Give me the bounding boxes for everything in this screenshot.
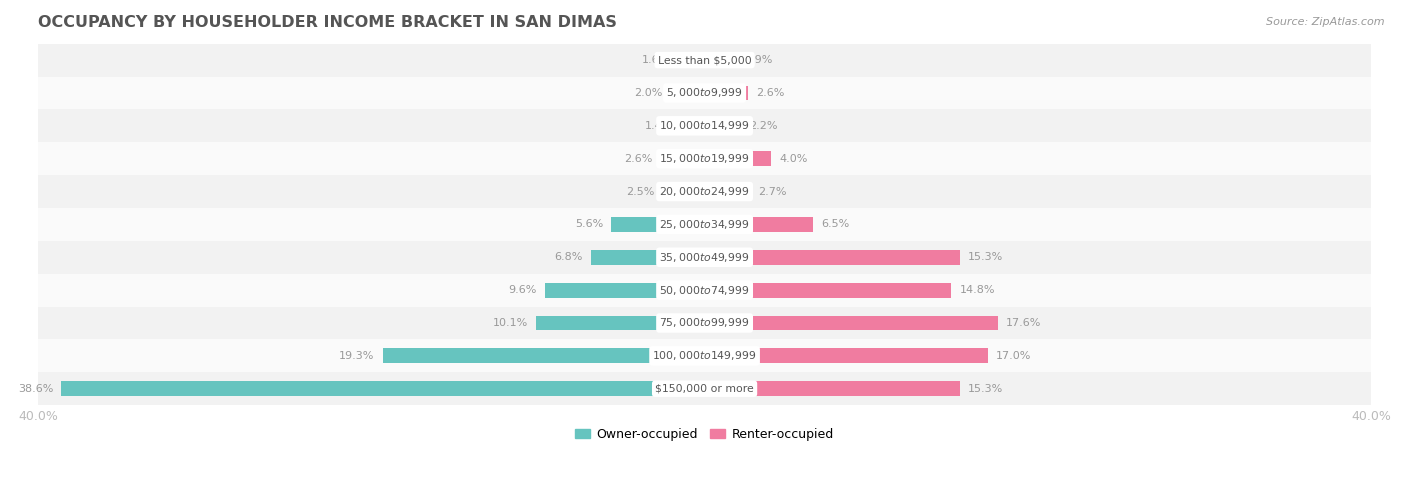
Bar — [62, 381, 704, 396]
Bar — [544, 283, 704, 298]
Text: $150,000 or more: $150,000 or more — [655, 384, 754, 393]
Text: $75,000 to $99,999: $75,000 to $99,999 — [659, 317, 749, 330]
Text: 2.6%: 2.6% — [756, 88, 785, 98]
Text: 4.0%: 4.0% — [779, 154, 808, 164]
Text: 19.3%: 19.3% — [339, 351, 374, 361]
Text: Less than $5,000: Less than $5,000 — [658, 55, 751, 65]
Bar — [38, 339, 1371, 372]
Bar — [612, 217, 704, 232]
Bar — [704, 381, 959, 396]
Text: 14.8%: 14.8% — [959, 285, 995, 295]
Text: 5.6%: 5.6% — [575, 220, 603, 229]
Bar — [678, 53, 704, 68]
Text: 15.3%: 15.3% — [967, 252, 1002, 262]
Text: $35,000 to $49,999: $35,000 to $49,999 — [659, 251, 749, 264]
Text: 2.5%: 2.5% — [626, 187, 655, 197]
Bar — [704, 217, 813, 232]
Text: $15,000 to $19,999: $15,000 to $19,999 — [659, 152, 749, 165]
Text: 2.0%: 2.0% — [634, 88, 664, 98]
Bar — [38, 372, 1371, 405]
Bar — [38, 175, 1371, 208]
Text: Source: ZipAtlas.com: Source: ZipAtlas.com — [1267, 17, 1385, 27]
Bar — [682, 118, 704, 133]
Text: 1.9%: 1.9% — [745, 55, 773, 65]
Bar — [704, 118, 741, 133]
Text: 15.3%: 15.3% — [967, 384, 1002, 393]
Text: 2.6%: 2.6% — [624, 154, 652, 164]
Text: $10,000 to $14,999: $10,000 to $14,999 — [659, 119, 749, 132]
Bar — [38, 142, 1371, 175]
Bar — [38, 274, 1371, 306]
Text: 17.0%: 17.0% — [997, 351, 1032, 361]
Text: 17.6%: 17.6% — [1007, 318, 1042, 328]
Text: 6.5%: 6.5% — [821, 220, 849, 229]
Text: 1.4%: 1.4% — [644, 121, 673, 131]
Text: $25,000 to $34,999: $25,000 to $34,999 — [659, 218, 749, 231]
Legend: Owner-occupied, Renter-occupied: Owner-occupied, Renter-occupied — [571, 423, 839, 446]
Text: 2.2%: 2.2% — [749, 121, 778, 131]
Bar — [671, 86, 704, 100]
Bar — [704, 283, 952, 298]
Bar — [704, 184, 749, 199]
Text: 9.6%: 9.6% — [508, 285, 536, 295]
Bar — [704, 86, 748, 100]
Bar — [592, 250, 704, 264]
Bar — [704, 151, 772, 166]
Bar — [38, 241, 1371, 274]
Bar — [382, 349, 704, 363]
Text: 2.7%: 2.7% — [758, 187, 786, 197]
Bar — [38, 76, 1371, 110]
Bar — [661, 151, 704, 166]
Text: 6.8%: 6.8% — [554, 252, 583, 262]
Text: $50,000 to $74,999: $50,000 to $74,999 — [659, 283, 749, 297]
Text: 1.6%: 1.6% — [641, 55, 669, 65]
Bar — [38, 208, 1371, 241]
Bar — [704, 53, 737, 68]
Text: OCCUPANCY BY HOUSEHOLDER INCOME BRACKET IN SAN DIMAS: OCCUPANCY BY HOUSEHOLDER INCOME BRACKET … — [38, 15, 617, 30]
Bar — [704, 250, 959, 264]
Text: $20,000 to $24,999: $20,000 to $24,999 — [659, 185, 749, 198]
Bar — [38, 306, 1371, 339]
Bar — [704, 316, 998, 330]
Bar — [38, 44, 1371, 76]
Bar — [536, 316, 704, 330]
Bar — [38, 110, 1371, 142]
Bar — [704, 349, 988, 363]
Text: 38.6%: 38.6% — [18, 384, 53, 393]
Text: $100,000 to $149,999: $100,000 to $149,999 — [652, 349, 756, 362]
Text: 10.1%: 10.1% — [492, 318, 529, 328]
Text: $5,000 to $9,999: $5,000 to $9,999 — [666, 87, 742, 99]
Bar — [664, 184, 704, 199]
